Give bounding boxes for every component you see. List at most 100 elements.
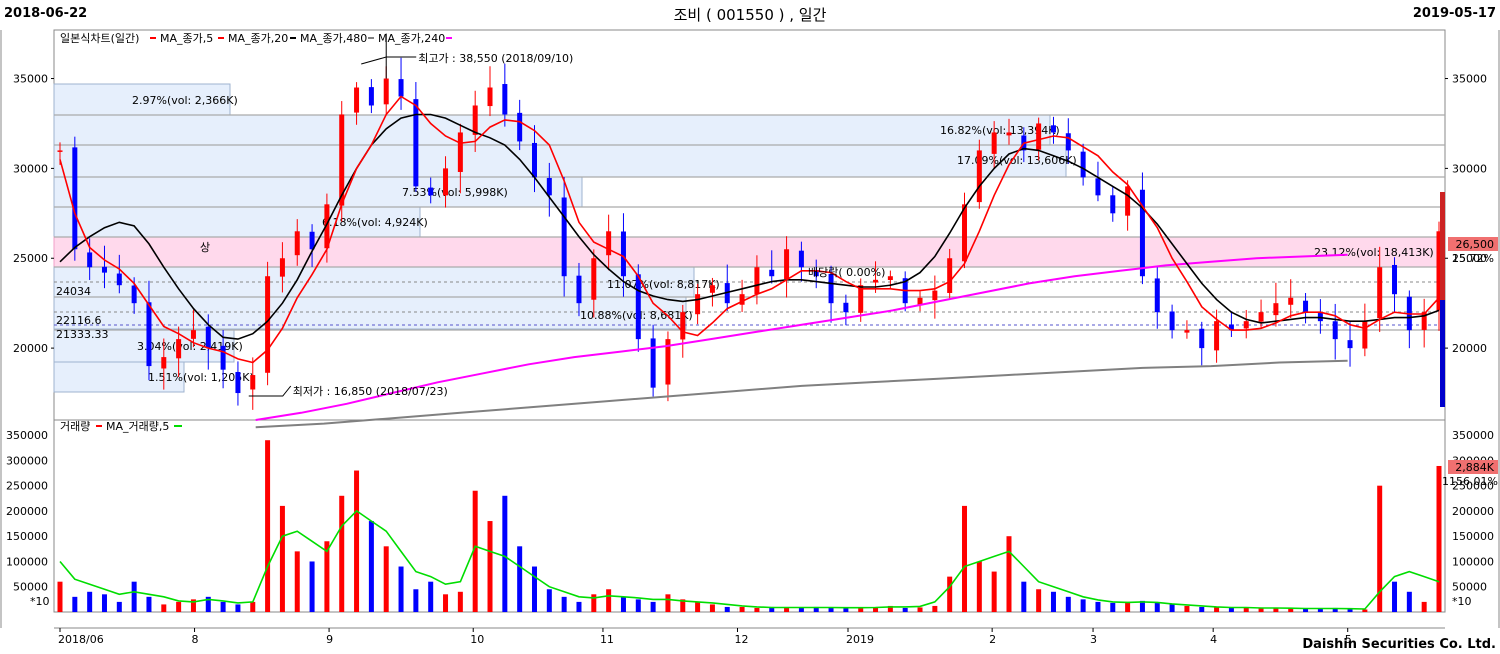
volume-bar-4: [116, 601, 122, 612]
vol-ytick-right-0: 350000: [1452, 429, 1494, 442]
volume-bar-47: [754, 607, 760, 612]
candle-body-81: [1258, 312, 1264, 322]
vol-marker: 2,884K: [1455, 461, 1494, 474]
volume-bar-48: [769, 606, 775, 612]
volume-bar-70: [1095, 601, 1101, 612]
low-annotation: 최저가 : 16,850 (2018/07/23): [293, 385, 448, 398]
vol-pct: 1156.01%: [1442, 475, 1498, 488]
zone-5: [53, 236, 1445, 268]
volume-bar-33: [546, 589, 552, 612]
candle-body-51: [813, 269, 819, 277]
candle-body-46: [739, 294, 745, 305]
candle-body-4: [116, 273, 122, 286]
price-ytick-right-0: 35000: [1452, 73, 1487, 86]
price-ytick-left-3: 20000: [13, 342, 48, 355]
candle-body-19: [339, 114, 345, 206]
candle-body-80: [1243, 321, 1249, 329]
candle-body-54: [858, 285, 864, 313]
volume-bar-55: [873, 607, 879, 612]
candle-body-48: [769, 269, 775, 277]
candle-body-58: [917, 297, 923, 305]
volume-bar-31: [517, 546, 523, 612]
price-pct: 15.72%: [1452, 252, 1494, 265]
volume-bar-36: [591, 594, 597, 612]
price-range-bar: [1440, 192, 1445, 407]
volume-bar-88: [1362, 609, 1368, 612]
volume-bar-28: [472, 490, 478, 612]
volume-pane: [53, 419, 1446, 613]
candle-body-60: [947, 258, 953, 293]
volume-ma-line: [59, 509, 1440, 610]
candle-body-59: [932, 290, 938, 301]
candle-body-1: [72, 147, 78, 250]
zone-label-7: 23.12%(vol: 18,413K): [1314, 246, 1434, 259]
candle-body-49: [784, 249, 790, 279]
zone-label-5: 16.82%(vol: 13,394K): [940, 124, 1060, 137]
volume-bar-51: [813, 606, 819, 612]
volume-bar-5: [131, 581, 137, 612]
volume-bar-41: [665, 594, 671, 612]
volume-bar-3: [101, 594, 107, 612]
vol-ytick-left-0: 350000: [6, 429, 48, 442]
footer-credit: Daishin Securities Co. Ltd.: [1302, 637, 1496, 652]
ref-label-21333: 21333.33: [56, 328, 109, 341]
volume-bar-79: [1228, 607, 1234, 612]
ma240-line: [255, 253, 1348, 421]
vol-ytick-right-3: 200000: [1452, 505, 1494, 518]
volume-bar-7: [161, 604, 167, 612]
zone-label-1: 6.18%(vol: 4,924K): [322, 216, 428, 229]
candle-body-31: [517, 112, 523, 142]
vol-ytick-left-3: 200000: [6, 505, 48, 518]
zone-label-4: 1.51%(vol: 1,205K): [148, 371, 254, 384]
candle-body-52: [828, 273, 834, 304]
volume-bar-34: [561, 596, 567, 612]
ma5-line: [59, 95, 1440, 364]
volume-bar-61: [962, 505, 968, 612]
volume-bar-83: [1288, 607, 1294, 612]
candle-body-64: [1006, 132, 1012, 136]
price-ytick-right-3: 20000: [1452, 342, 1487, 355]
volume-bar-40: [650, 601, 656, 612]
volume-bar-21: [368, 521, 374, 612]
candle-body-89: [1377, 267, 1383, 319]
volume-bar-58: [917, 607, 923, 612]
candle-body-61: [962, 204, 968, 262]
candle-body-10: [205, 326, 211, 349]
candle-body-33: [546, 177, 552, 196]
volume-bar-68: [1065, 596, 1071, 612]
xtick-label-10: 5: [1345, 633, 1352, 646]
volume-bar-25: [428, 581, 434, 612]
candle-body-92: [1421, 312, 1427, 330]
volume-bar-62: [976, 561, 982, 612]
vol-ytick-left-5: 100000: [6, 555, 48, 568]
zone-label-2: 7.53%(vol: 5,998K): [402, 186, 508, 199]
candle-body-35: [576, 275, 582, 304]
volume-bar-9: [190, 599, 196, 612]
volume-bar-60: [947, 576, 953, 612]
volume-bar-93: [1436, 465, 1442, 612]
chart-header: 2018-06-22 조비 ( 001550 ) , 일간 2019-05-17: [0, 0, 1500, 28]
candle-body-62: [976, 150, 982, 203]
legend-ma20: MA_종가,20: [228, 32, 288, 45]
candle-body-66: [1036, 123, 1042, 150]
volume-bar-86: [1332, 607, 1338, 612]
volume-bar-13: [250, 601, 256, 612]
zone-label-3: 3.04%(vol: 2,419K): [137, 340, 243, 353]
candle-body-83: [1288, 297, 1294, 305]
dividend-label: 배당락( 0.00%): [808, 266, 885, 279]
volume-bar-1: [72, 596, 78, 612]
candle-body-17: [309, 231, 315, 250]
end-date: 2019-05-17: [1412, 6, 1496, 21]
volume-bar-18: [324, 541, 330, 612]
volume-bar-10: [205, 596, 211, 612]
candle-body-2: [87, 252, 93, 268]
legend-ma5: MA_종가,5: [160, 32, 213, 45]
volume-bar-52: [828, 607, 834, 612]
volume-bar-78: [1214, 607, 1220, 612]
volume-bar-64: [1006, 536, 1012, 612]
volume-bar-72: [1125, 601, 1131, 612]
volume-bar-15: [279, 505, 285, 612]
vol-ytick-right-4: 150000: [1452, 530, 1494, 543]
legend-volume: 거래량: [60, 420, 90, 433]
